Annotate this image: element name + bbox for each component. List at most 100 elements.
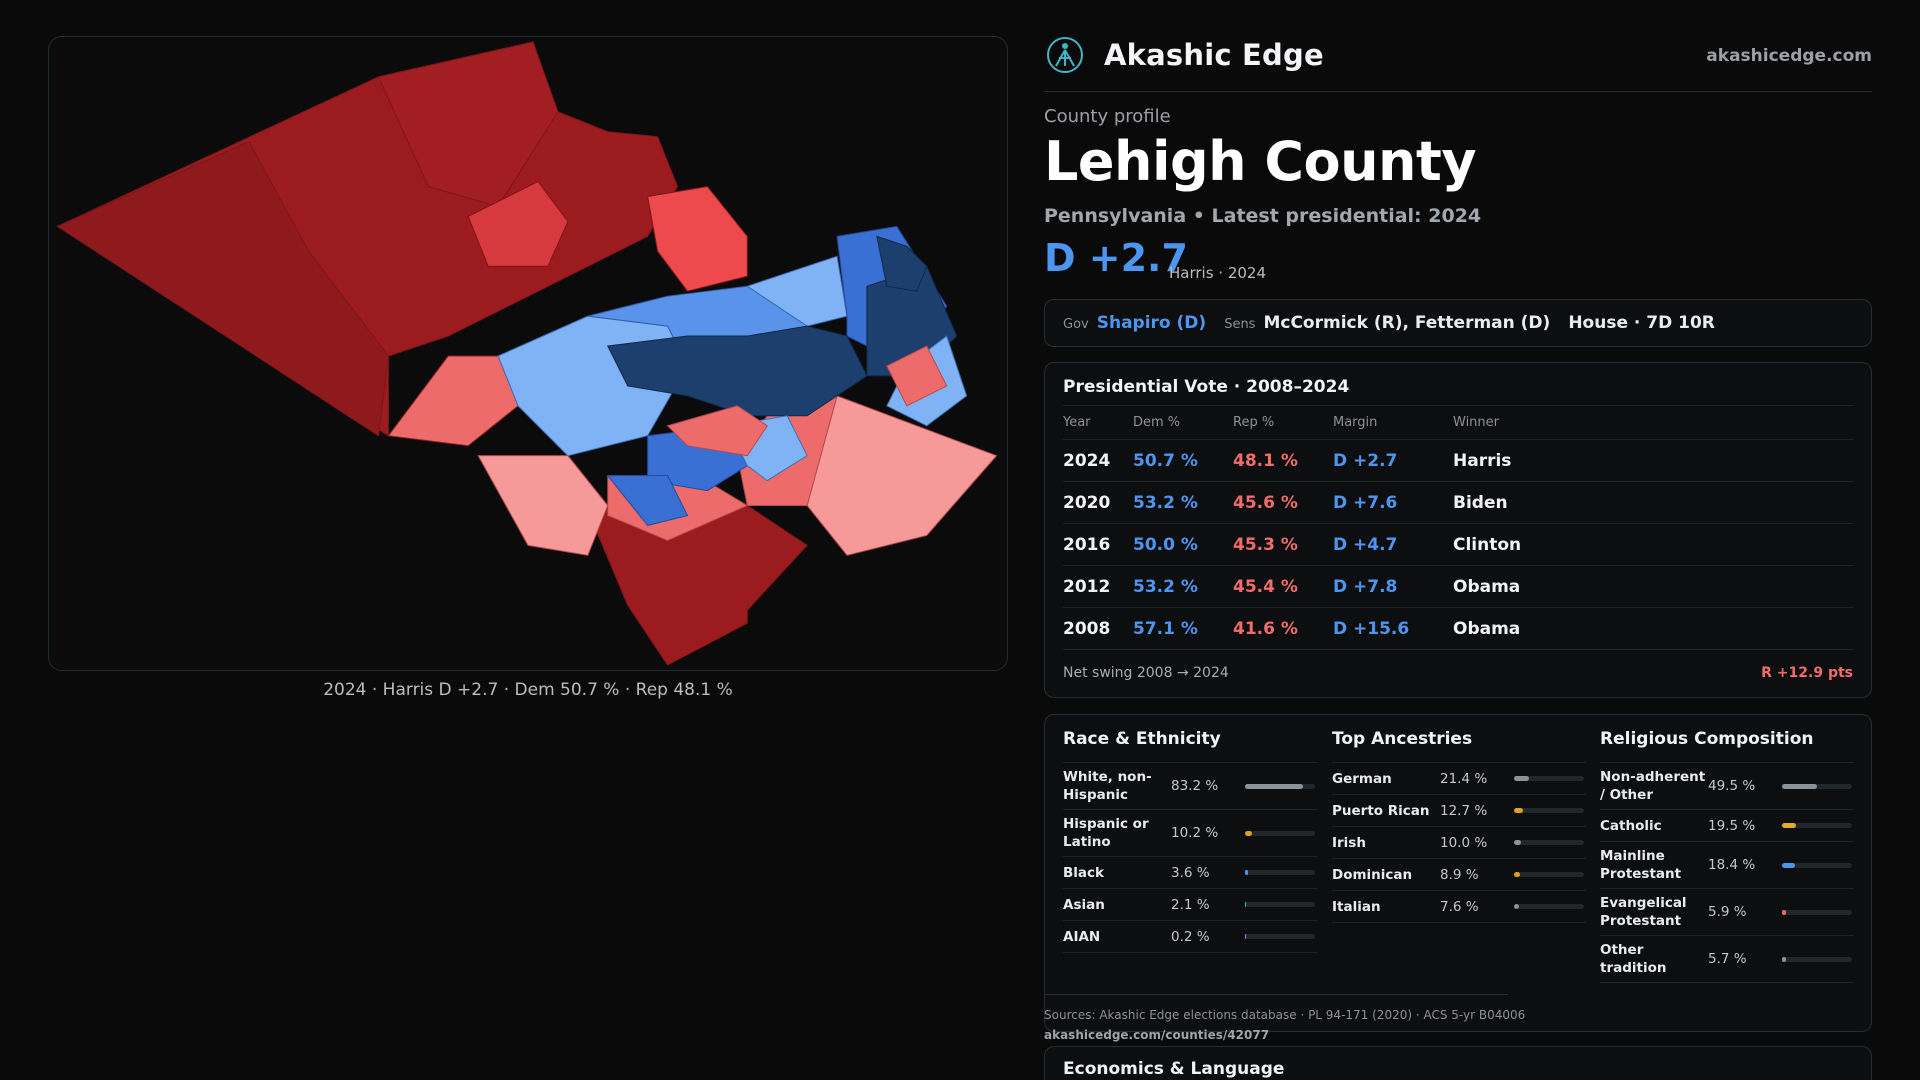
governor-name: Shapiro (D) bbox=[1096, 313, 1207, 333]
cell-dem: 53.2 % bbox=[1133, 565, 1233, 608]
item-value: 3.6 % bbox=[1171, 864, 1210, 881]
item-label: German bbox=[1332, 770, 1392, 787]
list-item: Asian 2.1 % bbox=[1063, 889, 1317, 921]
col-winner: Winner bbox=[1453, 405, 1853, 440]
table-header-row: Year Dem % Rep % Margin Winner bbox=[1063, 405, 1853, 440]
item-value: 49.5 % bbox=[1708, 778, 1756, 794]
precinct-south[interactable] bbox=[587, 505, 808, 666]
list-item: Black 3.6 % bbox=[1063, 857, 1317, 889]
list-item: AIAN 0.2 % bbox=[1063, 921, 1317, 953]
item-label: Catholic bbox=[1600, 817, 1662, 834]
brand-url[interactable]: akashicedge.com bbox=[1706, 46, 1872, 66]
precinct-map-svg[interactable] bbox=[49, 37, 1007, 670]
share-bar-fill bbox=[1782, 956, 1786, 962]
race-ethnicity-title: Race & Ethnicity bbox=[1063, 727, 1317, 763]
race-ethnicity-list: White, non-Hispanic 83.2 % Hispanic or Lat… bbox=[1063, 763, 1317, 953]
race-ethnicity-section: Race & Ethnicity White, non-Hispanic 83.2… bbox=[1063, 727, 1317, 953]
item-value: 10.0 % bbox=[1440, 834, 1488, 851]
list-item: White, non-Hispanic 83.2 % bbox=[1063, 763, 1317, 810]
item-label: Mainline Protestant bbox=[1600, 848, 1682, 882]
item-label: White, non-Hispanic bbox=[1063, 769, 1152, 803]
list-item: Non-adherent / Other 49.5 % bbox=[1600, 763, 1854, 810]
item-value: 21.4 % bbox=[1440, 770, 1488, 787]
county-title: Lehigh County bbox=[1044, 130, 1477, 193]
cell-rep: 41.6 % bbox=[1233, 607, 1333, 650]
county-map[interactable] bbox=[48, 36, 1008, 671]
share-bar bbox=[1514, 776, 1584, 781]
table-row: 2024 50.7 % 48.1 % D +2.7 Harris bbox=[1063, 439, 1853, 482]
share-bar-fill bbox=[1782, 823, 1796, 828]
ancestries-title: Top Ancestries bbox=[1332, 727, 1586, 763]
cell-dem: 57.1 % bbox=[1133, 607, 1233, 650]
precinct-lean-r-ne[interactable] bbox=[886, 345, 948, 407]
presidential-vote-card: Presidential Vote · 2008–2024 Year Dem %… bbox=[1044, 362, 1872, 698]
table-row: 2016 50.0 % 45.3 % D +4.7 Clinton bbox=[1063, 523, 1853, 566]
precinct-likely-d-sw[interactable] bbox=[606, 475, 689, 527]
list-item: Puerto Rican 12.7 % bbox=[1332, 795, 1586, 827]
cell-winner: Obama bbox=[1453, 565, 1853, 608]
cell-dem: 50.0 % bbox=[1133, 523, 1233, 566]
share-bar-fill bbox=[1245, 870, 1248, 875]
precinct-south-tilt-r[interactable] bbox=[477, 455, 609, 556]
list-item: Hispanic or Latino 10.2 % bbox=[1063, 810, 1317, 857]
gov-label: Gov bbox=[1063, 317, 1089, 332]
item-value: 83.2 % bbox=[1171, 778, 1219, 794]
table-row: 2008 57.1 % 41.6 % D +15.6 Obama bbox=[1063, 607, 1853, 650]
cell-year: 2024 bbox=[1063, 439, 1133, 482]
precinct-north-2[interactable] bbox=[56, 141, 389, 437]
brand-name: Akashic Edge bbox=[1104, 38, 1324, 72]
cell-winner: Obama bbox=[1453, 607, 1853, 650]
item-label: Asian bbox=[1063, 896, 1105, 913]
precinct-safe-d-northeast[interactable] bbox=[876, 235, 928, 292]
share-bar bbox=[1514, 904, 1584, 909]
sources-url[interactable]: akashicedge.com/counties/42077 bbox=[1044, 1028, 1270, 1042]
item-label: Italian bbox=[1332, 898, 1381, 915]
sources-note: Sources: Akashic Edge elections database… bbox=[1044, 1005, 1525, 1045]
share-bar bbox=[1245, 830, 1315, 836]
precinct-west-likely-r[interactable] bbox=[467, 180, 569, 267]
list-item: Catholic 19.5 % bbox=[1600, 810, 1854, 842]
cell-year: 2020 bbox=[1063, 481, 1133, 524]
religion-title: Religious Composition bbox=[1600, 727, 1854, 763]
cell-dem: 53.2 % bbox=[1133, 481, 1233, 524]
precinct-north-3[interactable] bbox=[377, 41, 559, 208]
item-label: Puerto Rican bbox=[1332, 802, 1430, 819]
cell-winner: Clinton bbox=[1453, 523, 1853, 566]
headline-margin-note: Harris · 2024 bbox=[1169, 264, 1267, 282]
share-bar bbox=[1245, 870, 1315, 875]
cell-margin: D +4.7 bbox=[1333, 523, 1453, 566]
share-bar bbox=[1245, 902, 1315, 907]
share-bar-fill bbox=[1245, 830, 1253, 836]
county-subtitle: Pennsylvania • Latest presidential: 2024 bbox=[1044, 205, 1482, 227]
senators-names: McCormick (R), Fetterman (D) bbox=[1263, 313, 1551, 333]
precinct-sw-lean-r[interactable] bbox=[387, 355, 519, 447]
share-bar bbox=[1782, 909, 1852, 915]
brand-header: Akashic Edge akashicedge.com bbox=[1044, 34, 1872, 92]
col-year: Year bbox=[1063, 405, 1133, 440]
profile-kicker: County profile bbox=[1044, 106, 1171, 127]
precinct-nw-lean-r[interactable] bbox=[647, 185, 748, 292]
share-bar-fill bbox=[1514, 776, 1529, 781]
share-bar bbox=[1514, 872, 1584, 877]
item-label: Evangelical Protestant bbox=[1600, 895, 1687, 929]
cell-dem: 50.7 % bbox=[1133, 439, 1233, 482]
item-value: 2.1 % bbox=[1171, 896, 1210, 913]
cell-year: 2016 bbox=[1063, 523, 1133, 566]
table-row: 2012 53.2 % 45.4 % D +7.8 Obama bbox=[1063, 565, 1853, 608]
list-item: Evangelical Protestant 5.9 % bbox=[1600, 889, 1854, 936]
cell-margin: D +7.8 bbox=[1333, 565, 1453, 608]
item-label: Hispanic or Latino bbox=[1063, 816, 1149, 850]
net-swing-row: Net swing 2008 → 2024 R +12.9 pts bbox=[1063, 665, 1853, 681]
house-delegation: House · 7D 10R bbox=[1568, 313, 1715, 333]
cell-winner: Harris bbox=[1453, 439, 1853, 482]
table-row: 2020 53.2 % 45.6 % D +7.6 Biden bbox=[1063, 481, 1853, 524]
share-bar bbox=[1514, 808, 1584, 813]
demographics-card: Race & Ethnicity White, non-Hispanic 83.2… bbox=[1044, 714, 1872, 1032]
precinct-lean-r-center[interactable] bbox=[666, 405, 768, 457]
item-label: Non-adherent / Other bbox=[1600, 769, 1706, 803]
sources-text: Sources: Akashic Edge elections database… bbox=[1044, 1008, 1526, 1022]
precinct-east-tilt-r[interactable] bbox=[806, 395, 998, 556]
akashic-logo-icon bbox=[1047, 37, 1083, 73]
cell-margin: D +7.6 bbox=[1333, 481, 1453, 524]
cell-rep: 45.4 % bbox=[1233, 565, 1333, 608]
